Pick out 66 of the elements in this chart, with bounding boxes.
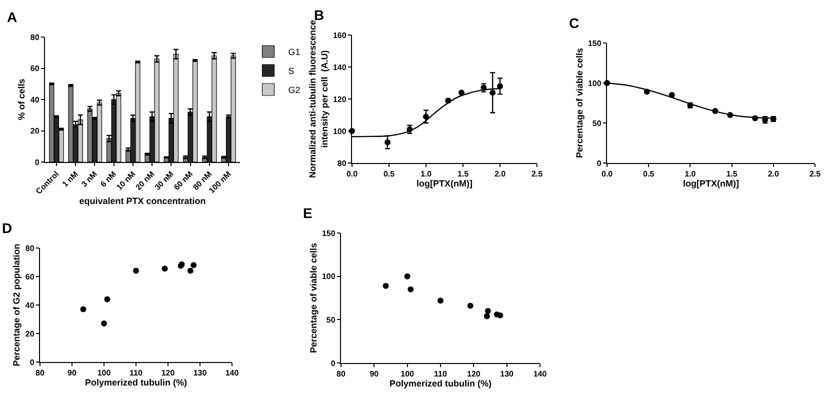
y-tick-label: 60 bbox=[25, 272, 35, 282]
y-tick-label: 40 bbox=[25, 300, 35, 310]
x-tick-label: 120 bbox=[466, 370, 481, 379]
y-tick-label: 40 bbox=[30, 95, 40, 104]
x-tick-label: 130 bbox=[500, 370, 514, 379]
x-axis-title: Polymerized tubulin (%) bbox=[84, 378, 188, 388]
y-tick-label: 80 bbox=[30, 32, 40, 42]
y-tick-label: 0 bbox=[596, 158, 602, 168]
chart-title: E bbox=[303, 205, 312, 221]
legend-label: G1 bbox=[288, 47, 300, 58]
x-tick-label: 0.0 bbox=[601, 170, 614, 179]
y-tick-label: 20 bbox=[30, 126, 40, 136]
x-tick-label: 1.0 bbox=[684, 170, 696, 179]
x-tick-label: 2.5 bbox=[809, 170, 822, 179]
y-tick-label: 0 bbox=[330, 358, 336, 368]
y-tick-label: 100 bbox=[588, 78, 602, 88]
x-tick-label: 90 bbox=[370, 370, 380, 379]
y-tick-label: 160 bbox=[332, 30, 347, 40]
x-tick-label: 1 nM bbox=[60, 169, 80, 189]
y-tick-label: 50 bbox=[326, 315, 336, 324]
x-tick-label: 1.5 bbox=[457, 170, 470, 179]
x-axis-title: Polymerized tubulin (%) bbox=[389, 378, 492, 389]
x-tick-label: 2.5 bbox=[531, 170, 544, 179]
x-tick-label: 140 bbox=[533, 370, 548, 379]
x-tick-label: 0.0 bbox=[346, 170, 358, 179]
chart-title: A bbox=[7, 9, 18, 25]
legend-label: G2 bbox=[288, 85, 300, 96]
y-tick-label: 50 bbox=[592, 118, 602, 128]
x-tick-label: 100 bbox=[97, 368, 112, 378]
y-tick-label: 140 bbox=[332, 62, 347, 72]
x-axis-title: log[PTX(nM)] bbox=[683, 178, 739, 189]
y-tick-label: 150 bbox=[588, 38, 602, 48]
y-tick-label: 100 bbox=[322, 272, 336, 282]
x-tick-label: 0.5 bbox=[383, 170, 396, 179]
x-tick-label: 90 bbox=[68, 368, 77, 378]
y-tick-label: 80 bbox=[25, 244, 35, 253]
x-tick-label: 2.0 bbox=[494, 170, 506, 179]
y-axis-title: Percentage of viable cells bbox=[308, 242, 318, 354]
x-tick-label: 110 bbox=[434, 370, 448, 379]
y-axis-title: Percentage of viable cells bbox=[574, 48, 584, 158]
x-tick-label: 6 nM bbox=[98, 169, 118, 189]
chart-title: D bbox=[2, 220, 12, 236]
y-tick-label: 0 bbox=[34, 158, 40, 167]
x-tick-label: 3 nM bbox=[80, 169, 100, 189]
y-tick-label: 100 bbox=[332, 126, 347, 136]
x-tick-label: 1.0 bbox=[420, 170, 432, 179]
x-tick-label: 0.5 bbox=[643, 170, 655, 179]
legend-label: S bbox=[288, 66, 294, 76]
x-tick-label: 140 bbox=[225, 368, 240, 378]
y-tick-label: 20 bbox=[25, 329, 35, 338]
y-tick-label: 0 bbox=[30, 358, 35, 367]
y-tick-label: 150 bbox=[322, 228, 336, 238]
y-tick-label: 120 bbox=[332, 94, 347, 104]
x-tick-label: 130 bbox=[193, 368, 208, 378]
x-tick-label: 120 bbox=[161, 368, 176, 378]
x-tick-label: 110 bbox=[130, 368, 144, 378]
chart-title: C bbox=[569, 15, 580, 31]
x-tick-label: 1.5 bbox=[726, 170, 738, 179]
x-tick-label: 100 bbox=[400, 370, 415, 379]
x-tick-label: 2.0 bbox=[768, 170, 780, 179]
y-tick-label: 60 bbox=[30, 64, 40, 74]
x-axis-title: equivalent PTX concentration bbox=[79, 196, 206, 206]
x-axis-title: log[PTX(nM)] bbox=[416, 178, 472, 189]
y-tick-label: 80 bbox=[337, 158, 347, 168]
y-axis-title: Percentage of G2 population bbox=[12, 244, 22, 366]
y-axis-title: % of cells bbox=[16, 78, 27, 120]
